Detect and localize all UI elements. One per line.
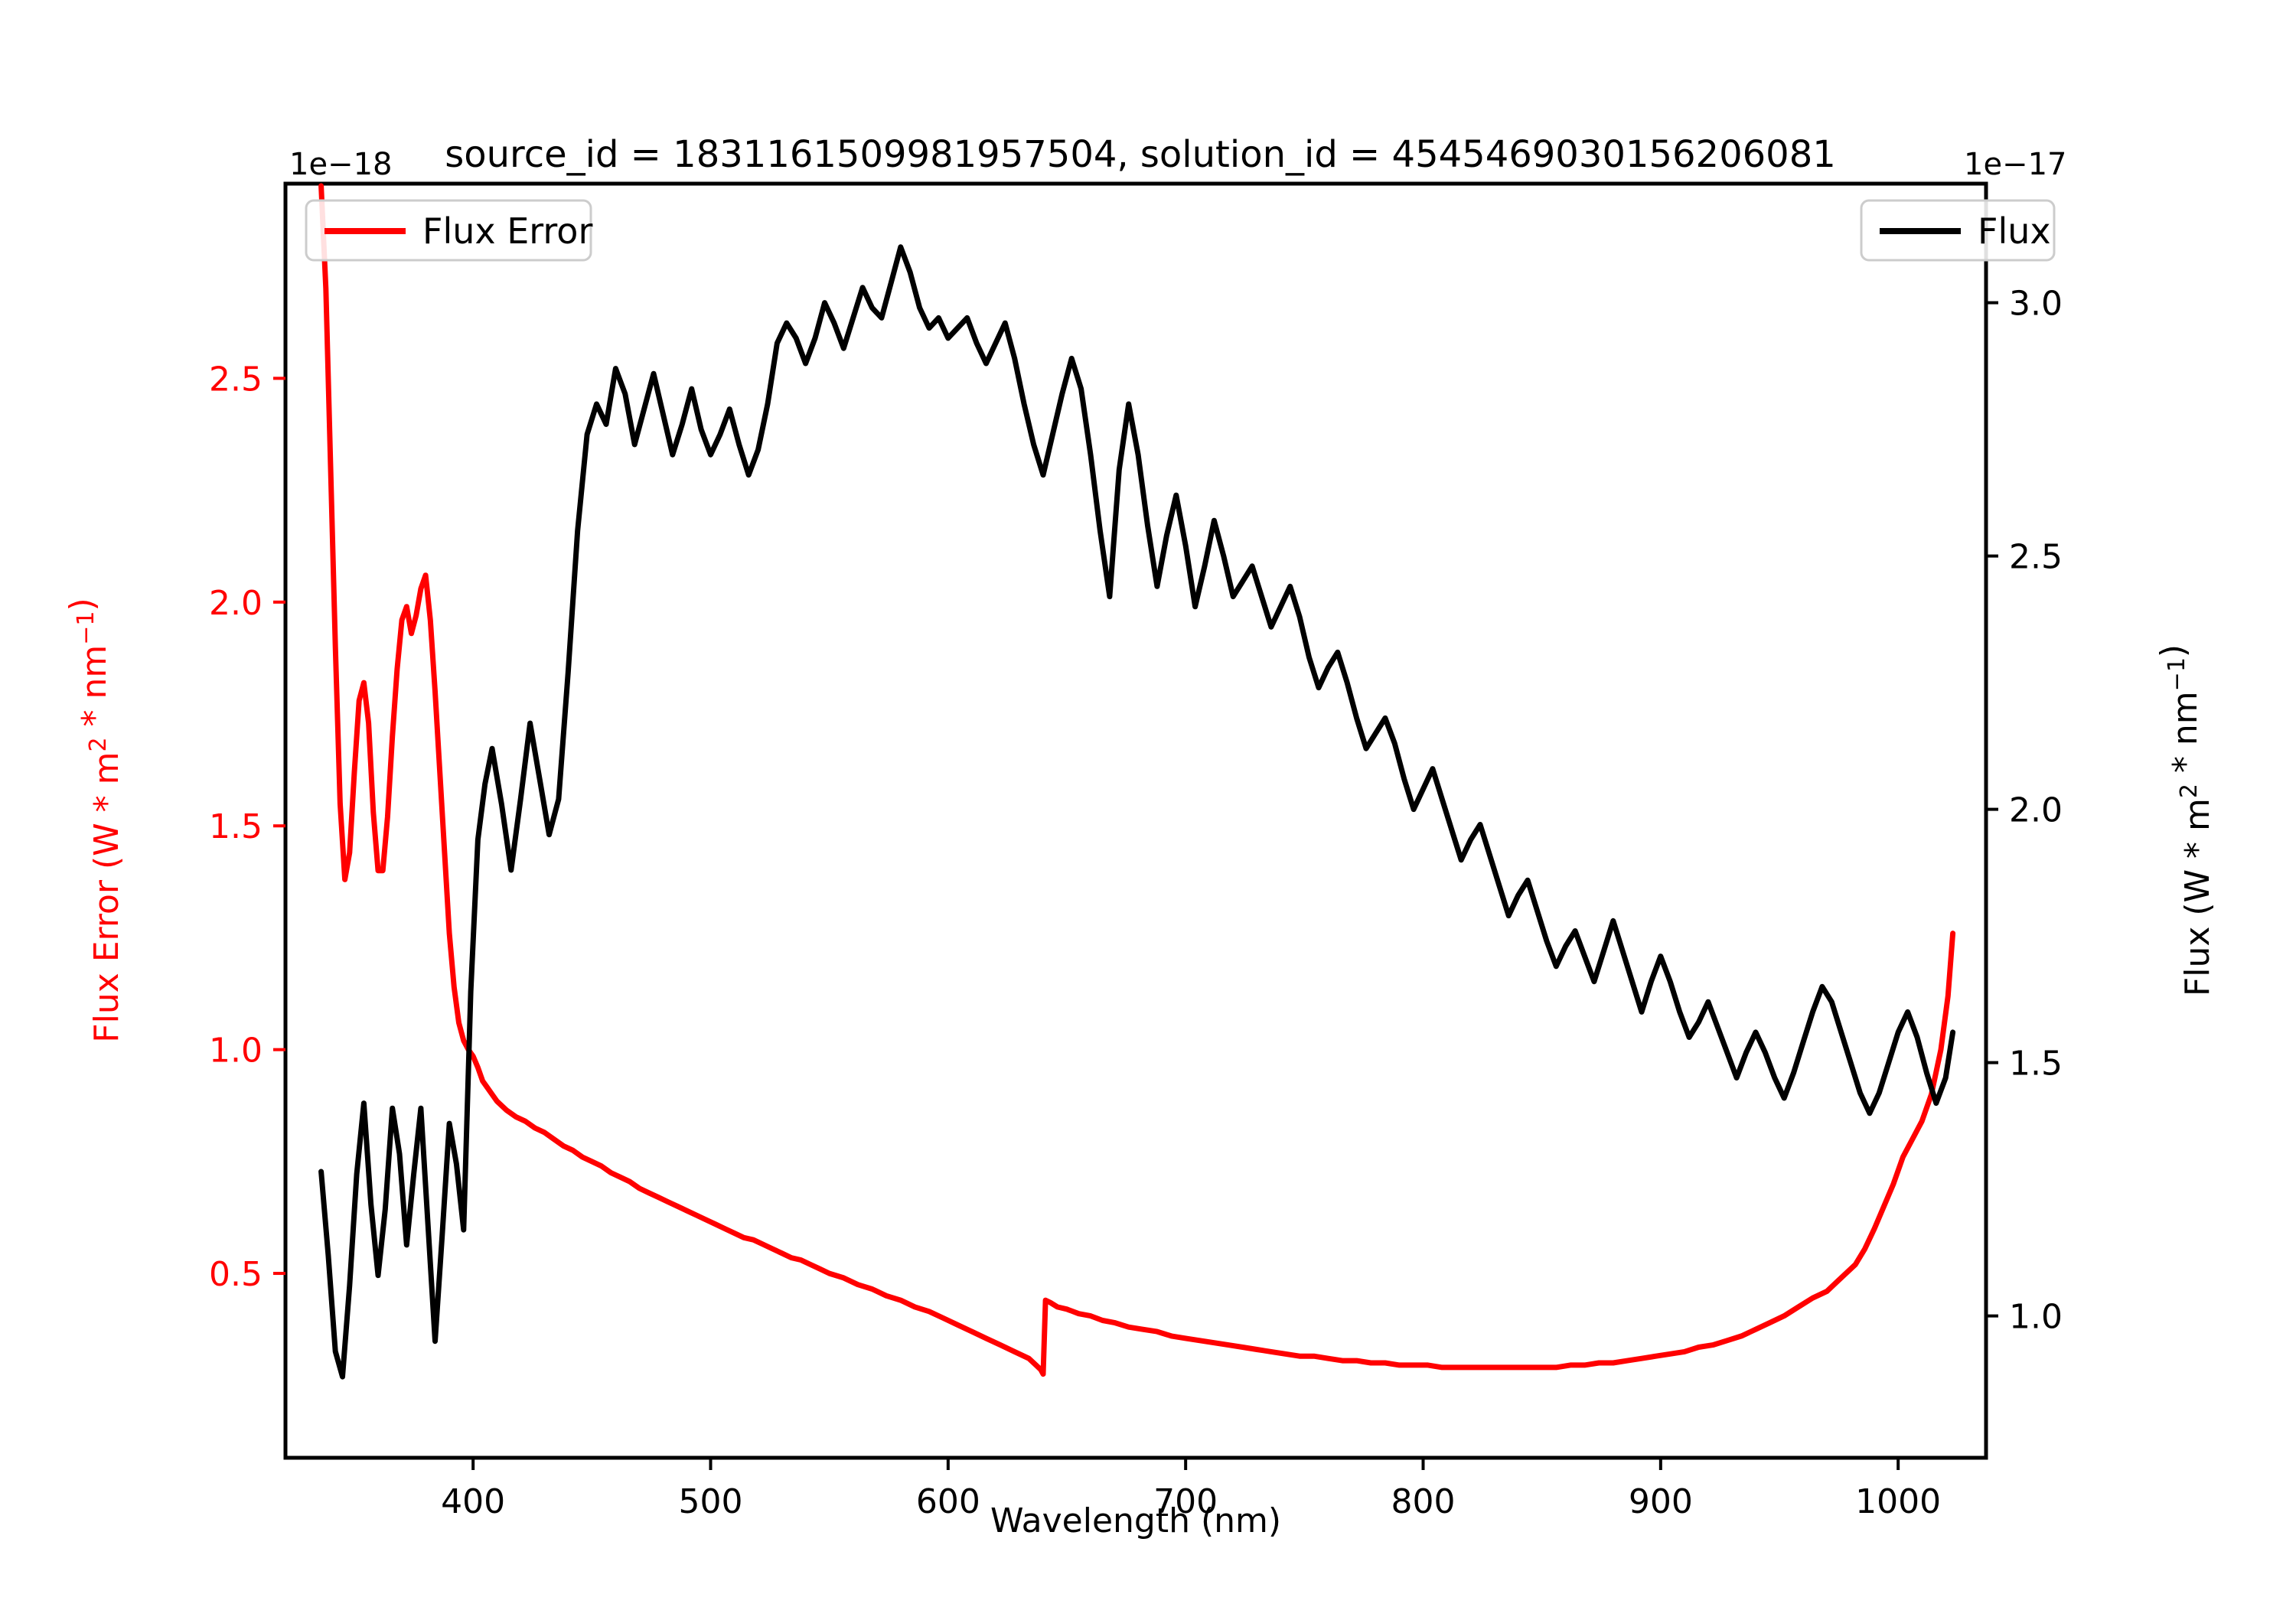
right-axis-offset-text: 1e−17 bbox=[1964, 147, 2066, 182]
left-y-tick-label: 1.0 bbox=[209, 1032, 263, 1071]
legend-flux[interactable]: Flux bbox=[1860, 199, 2056, 262]
right-y-tick-label: 3.0 bbox=[2009, 285, 2063, 324]
x-tick-label: 800 bbox=[1391, 1482, 1456, 1521]
right-y-tick-label: 2.0 bbox=[2009, 791, 2063, 830]
legend-flux-error-label: Flux Error bbox=[422, 210, 592, 252]
right-y-axis-ticks: 1.0 1.5 2.0 2.5 3.0 bbox=[1986, 285, 2063, 1337]
series-path-flux-error bbox=[318, 183, 1956, 1377]
left-y-tick-label: 0.5 bbox=[209, 1255, 263, 1294]
legend-flux-error[interactable]: Flux Error bbox=[305, 199, 592, 262]
legend-flux-label: Flux bbox=[1978, 210, 2051, 252]
x-axis-ticks: 400 500 600 700 800 900 1000 bbox=[441, 1458, 1941, 1521]
left-axis-offset-text: 1e−18 bbox=[289, 147, 392, 182]
right-y-tick-label: 1.0 bbox=[2009, 1298, 2063, 1337]
left-y-axis-label: Flux Error (W * m2 * nm−1) bbox=[63, 598, 126, 1042]
right-y-axis-label: Flux (W * m2 * nm−1) bbox=[2154, 644, 2217, 996]
left-y-axis-ticks: 0.5 1.0 1.5 2.0 2.5 bbox=[209, 360, 285, 1294]
x-tick-label: 600 bbox=[916, 1482, 980, 1521]
right-y-tick-label: 2.5 bbox=[2009, 538, 2063, 577]
x-tick-label: 500 bbox=[679, 1482, 743, 1521]
left-y-tick-label: 2.0 bbox=[209, 584, 263, 623]
plot-frame bbox=[283, 181, 1988, 1460]
x-tick-label: 400 bbox=[441, 1482, 505, 1521]
x-axis-label: Wavelength (nm) bbox=[990, 1501, 1281, 1540]
right-y-axis-label-group: Flux (W * m2 * nm−1) bbox=[2154, 644, 2217, 996]
plot-title: source_id = 1831161509981957504, solutio… bbox=[445, 133, 1836, 176]
right-y-tick-label: 1.5 bbox=[2009, 1045, 2063, 1084]
x-tick-label: 1000 bbox=[1855, 1482, 1941, 1521]
left-y-axis-label-group: Flux Error (W * m2 * nm−1) bbox=[63, 598, 126, 1042]
legend-flux-error-box[interactable] bbox=[305, 199, 592, 262]
left-y-tick-label: 2.5 bbox=[209, 360, 263, 399]
data-series-group bbox=[318, 183, 1956, 1380]
x-tick-label: 900 bbox=[1629, 1482, 1693, 1521]
series-path-flux bbox=[318, 244, 1956, 1380]
x-tick-label: 700 bbox=[1153, 1482, 1218, 1521]
left-y-tick-label: 1.5 bbox=[209, 807, 263, 846]
